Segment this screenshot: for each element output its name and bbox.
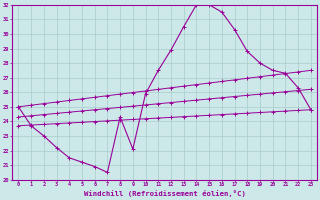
X-axis label: Windchill (Refroidissement éolien,°C): Windchill (Refroidissement éolien,°C) bbox=[84, 190, 245, 197]
